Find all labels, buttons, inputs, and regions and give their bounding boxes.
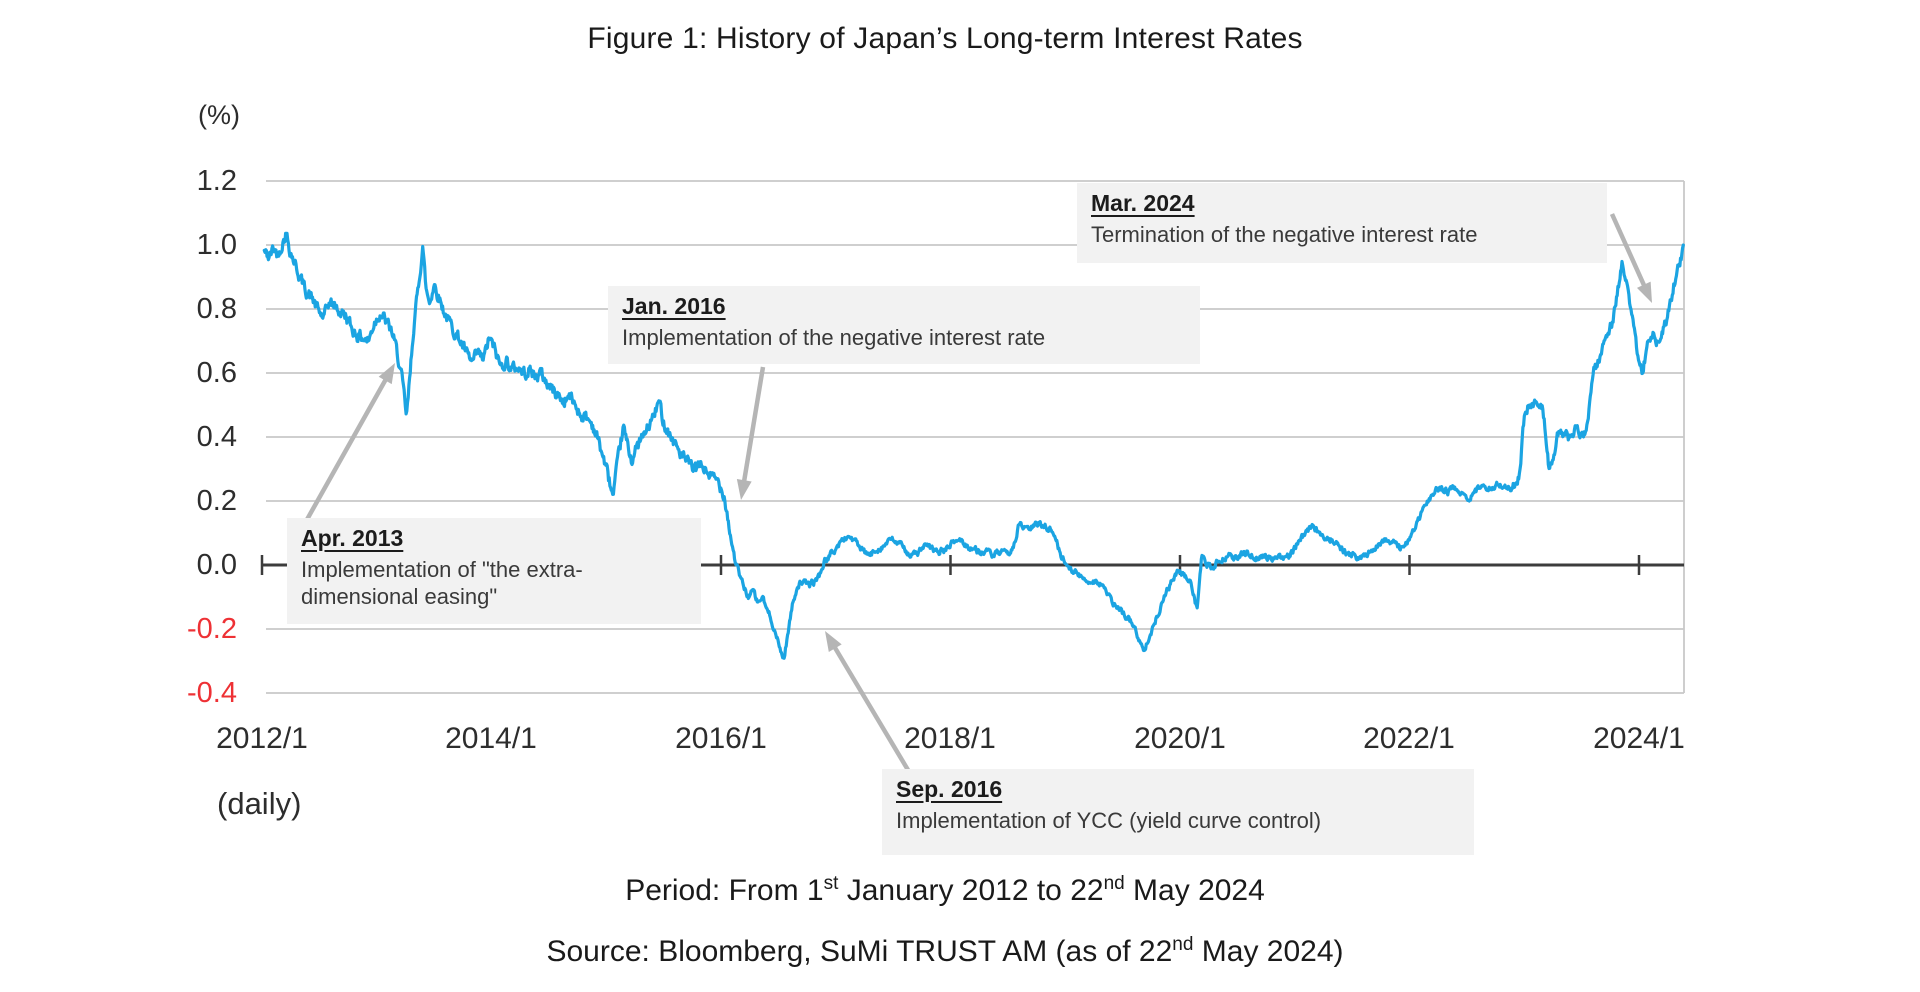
y-tick-0.6: 0.6 (196, 357, 237, 389)
annotation-sep-2016-date: Sep. 2016 (896, 776, 1003, 802)
x-tick-2022-1: 2022/1 (1363, 722, 1455, 755)
source-caption-text: Source: Bloomberg, SuMi TRUST AM (as of … (546, 935, 1173, 968)
annotation-mar-2024-date: Mar. 2024 (1091, 190, 1195, 216)
frequency-label: (daily) (217, 786, 302, 821)
period-superscript-st: st (823, 873, 839, 894)
y-tick-1.0: 1.0 (196, 229, 237, 261)
annotation-sep-2016: Sep. 2016 Implementation of YCC (yield c… (882, 769, 1474, 855)
y-tick-1.2: 1.2 (196, 165, 237, 197)
x-tick-2016-1: 2016/1 (675, 722, 767, 755)
y-tick-0.4: 0.4 (196, 421, 237, 453)
annotation-mar-2024-text: Termination of the negative interest rat… (1091, 222, 1478, 247)
y-tick-0.0: 0.0 (196, 549, 237, 581)
annotation-jan-2016-date: Jan. 2016 (622, 293, 726, 319)
annotation-apr-2013: Apr. 2013 Implementation of "the extra-d… (287, 518, 701, 624)
x-tick-2020-1: 2020/1 (1134, 722, 1226, 755)
annotation-jan-2016-text: Implementation of the negative interest … (622, 325, 1046, 350)
y-axis-unit-label: (%) (198, 100, 240, 130)
period-superscript-nd: nd (1103, 873, 1125, 894)
y-tick-0.8: 0.8 (196, 293, 237, 325)
annotation-mar-2024: Mar. 2024 Termination of the negative in… (1077, 183, 1607, 263)
annotation-apr-2013-date: Apr. 2013 (301, 525, 404, 551)
period-caption: Period: From 1st January 2012 to 22nd Ma… (625, 873, 1265, 907)
annotation-sep-2016-text: Implementation of YCC (yield curve contr… (896, 808, 1322, 833)
source-caption: Source: Bloomberg, SuMi TRUST AM (as of … (546, 934, 1344, 968)
y-tick-neg-0.4: -0.4 (187, 677, 237, 709)
y-tick-neg-0.2: -0.2 (187, 613, 237, 645)
x-tick-2014-1: 2014/1 (445, 722, 537, 755)
y-tick-0.2: 0.2 (196, 485, 237, 517)
page-title: Figure 1: History of Japan’s Long-term I… (587, 22, 1303, 55)
x-tick-2024-1: 2024/1 (1593, 722, 1685, 755)
x-tick-2018-1: 2018/1 (904, 722, 996, 755)
period-caption-text: Period: From 1 (625, 874, 824, 907)
annotation-apr-2013-text: Implementation of "the extra-dimensional… (301, 557, 583, 609)
annotation-jan-2016: Jan. 2016 Implementation of the negative… (608, 286, 1200, 364)
x-tick-2012-1: 2012/1 (216, 722, 308, 755)
source-superscript-nd: nd (1172, 934, 1194, 955)
